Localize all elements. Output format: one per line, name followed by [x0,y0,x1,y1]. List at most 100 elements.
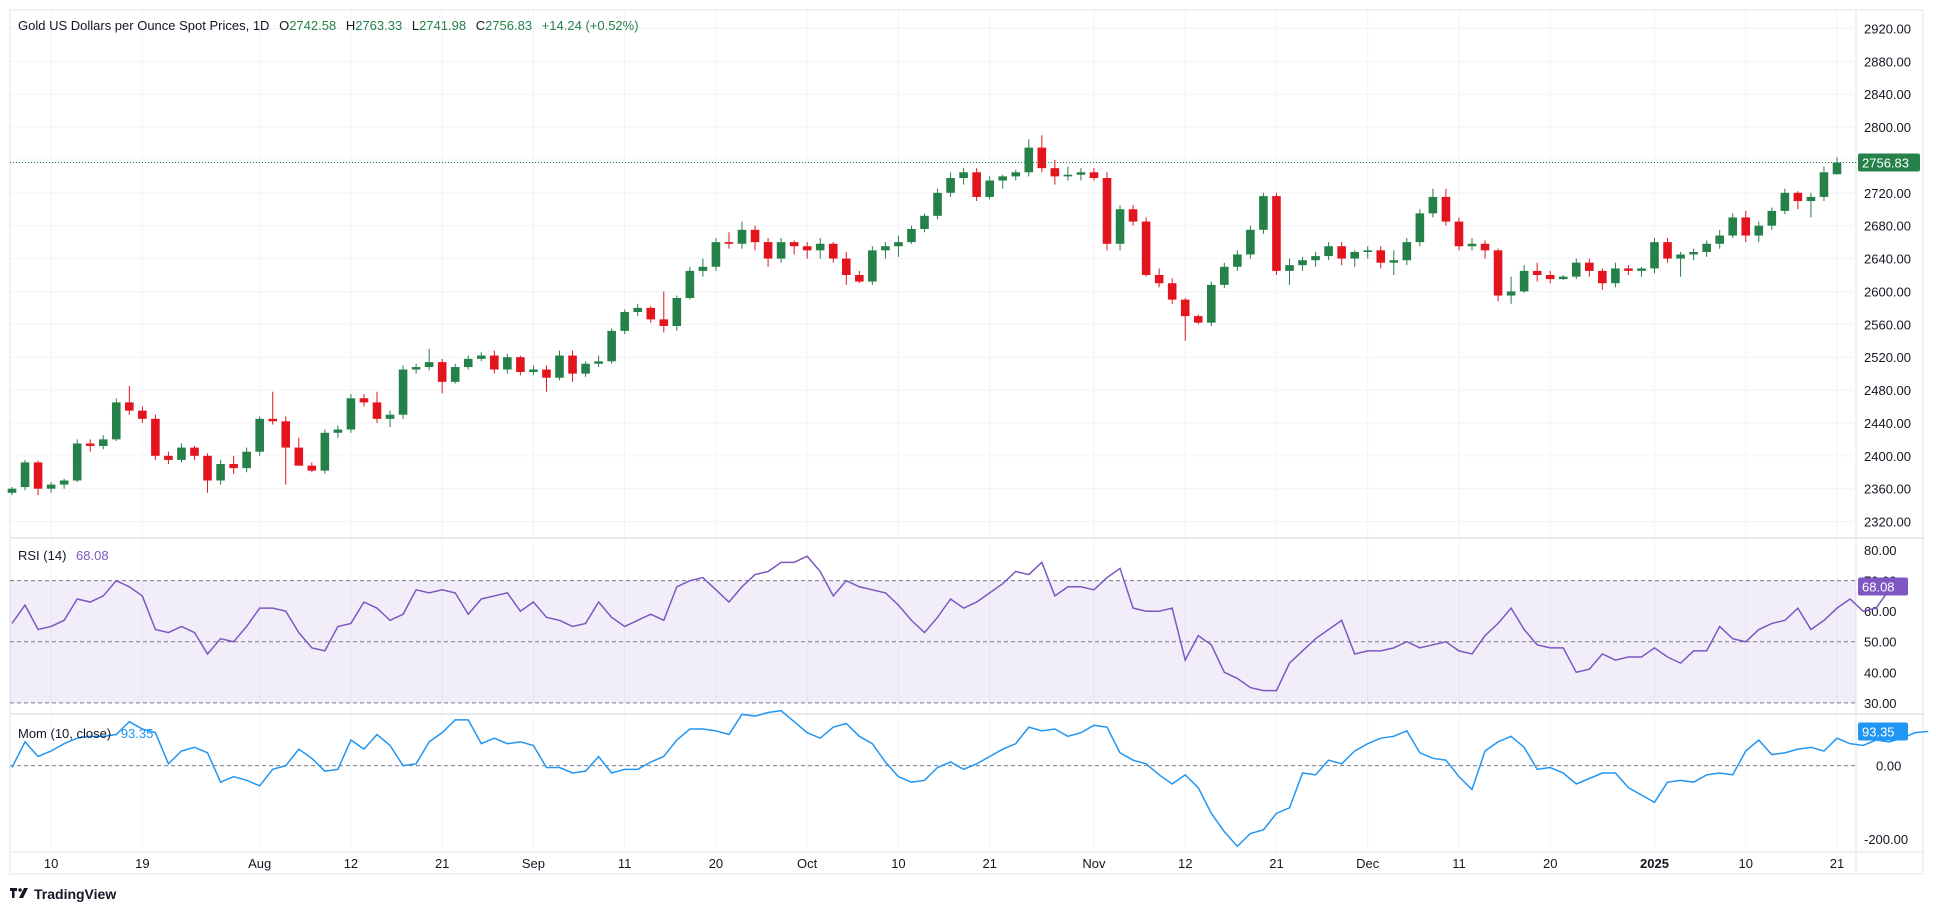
candle [59,478,69,489]
candle-body [1337,246,1346,259]
candle-body [789,242,799,247]
mom-y-tick-label: 0.00 [1876,759,1901,774]
candle [672,295,682,331]
candle [1545,270,1555,284]
candle-body [985,180,994,197]
candle [555,350,564,381]
candle [411,363,421,374]
y-tick-label: 2560.00 [1864,317,1911,332]
candle [1141,217,1151,277]
candle-body [72,443,82,481]
candle-body [411,367,421,370]
candle-body [1154,275,1164,284]
candle-body [216,464,225,481]
x-tick-label: 19 [135,856,149,871]
candle [881,242,890,259]
candle [737,221,747,249]
candle-body [164,455,173,460]
chart-frame [9,9,1924,875]
candle [359,394,369,407]
mom-y-tick-label: -200.00 [1864,832,1908,847]
candle [437,358,447,394]
candle [1650,238,1659,274]
candle [307,462,317,473]
candle-body [450,367,460,382]
candle [1676,251,1685,277]
y-tick-label: 2680.00 [1864,219,1911,234]
candle [1246,225,1255,259]
candle [1637,266,1646,277]
candle-body [946,178,955,193]
candle-body [724,242,734,244]
candle [20,459,30,491]
candle-body [1350,251,1359,259]
candle [1311,251,1320,267]
candle [1611,262,1620,288]
candle-body [633,307,643,312]
x-tick-label: Nov [1082,856,1106,871]
mom-line [11,709,1929,848]
x-tick-label: 10 [1739,856,1753,871]
candle-body [203,455,212,481]
candle [1233,250,1242,271]
candle-body [294,447,304,466]
candle-body [894,242,903,247]
close-value: 2756.83 [485,18,533,33]
candle-body [1115,209,1125,244]
x-axis: 10 19 Aug 12 21 Sep 11 20 Oct 10 21 Nov 12 21 Dec 11 20 2… [44,10,1844,871]
candle [1754,221,1764,243]
candle-body [1167,283,1177,300]
candle-body [1128,209,1138,222]
candle-body [646,307,656,320]
rsi-label: RSI (14) [18,548,67,563]
candle [190,445,199,460]
candle [268,391,278,425]
x-tick-label: 21 [982,856,996,871]
candle [1428,188,1438,218]
candle [711,238,721,271]
candle-body [920,215,929,229]
candle-body [1063,174,1073,177]
y-tick-label: 2360.00 [1864,482,1911,497]
candle [1272,192,1281,275]
candle-body [242,451,251,469]
candle-body [1545,275,1555,280]
candle-body [1233,254,1242,267]
candle [581,361,590,377]
candle [802,242,812,259]
candle [1480,240,1490,259]
mom-badge-label: 93.35 [1862,724,1895,739]
candle-body [33,462,43,489]
rsi-line [11,555,1903,692]
candle-body [1193,316,1203,323]
candle [542,365,551,392]
y-tick-label: 2880.00 [1864,54,1911,69]
rsi-band [10,580,1856,703]
rsi-y-tick-label: 30.00 [1864,696,1897,711]
candle-body [1311,256,1320,261]
candle [1441,188,1451,226]
rsi-badge-label: 68.08 [1862,580,1895,595]
candle-body [1024,147,1034,173]
y-tick-label: 2800.00 [1864,120,1911,135]
candle [1180,298,1190,341]
candle [203,453,212,493]
candle [1415,209,1425,247]
candle-body [490,355,499,370]
mom-value-badge [1858,722,1908,741]
candle-body [1141,221,1151,275]
candle [346,394,356,433]
candle-body [855,275,864,282]
x-tick-label: 2025 [1640,856,1669,871]
x-tick-label: 11 [1452,856,1466,871]
mom-value: 93.35 [120,726,154,741]
candle-body [307,465,317,471]
candle [750,225,760,251]
candle [1363,246,1373,259]
candle-body [529,369,538,372]
tradingview-brand[interactable]: TradingView [10,886,116,902]
x-tick-label: 21 [435,856,449,871]
candle-body [85,443,95,446]
